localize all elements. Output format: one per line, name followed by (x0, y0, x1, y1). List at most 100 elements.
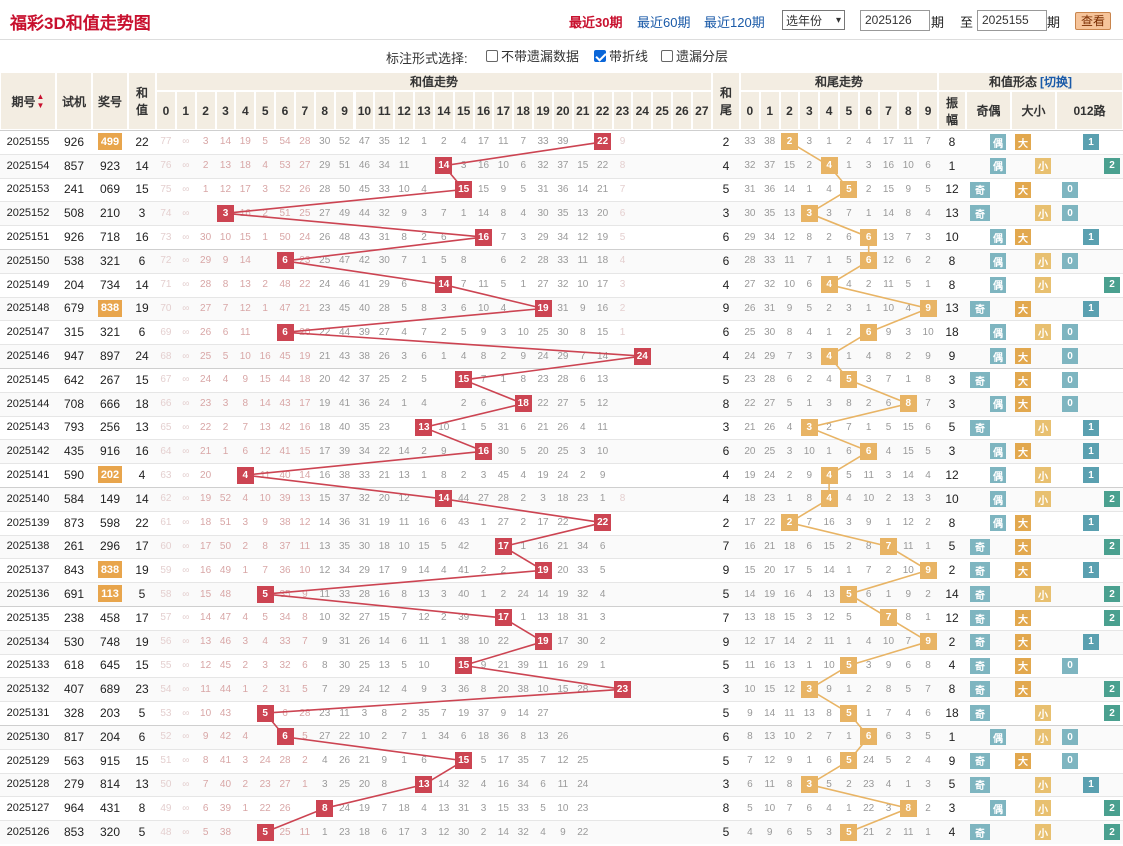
sum-miss-cell: 22 (319, 326, 331, 338)
sum-miss-cell: 8 (421, 302, 427, 314)
sum-miss-cell: 5 (202, 826, 209, 838)
sum-miss-cell: ∞ (182, 350, 190, 362)
tail-miss-cell: 1 (846, 636, 852, 648)
sum-miss-cell: 4 (480, 778, 487, 790)
sum-miss-cell: 10 (239, 350, 251, 362)
sum-miss-cell: 27 (319, 731, 331, 743)
checkbox-miss-layer[interactable] (661, 49, 673, 62)
sum-miss-cell: 60 (160, 540, 172, 552)
sum-miss-cell: 11 (577, 255, 588, 267)
sum-miss-cell: 44 (219, 683, 232, 695)
sum-cell: 5 (138, 825, 146, 840)
tail-miss-cell: 4 (846, 279, 852, 291)
link-recent-30[interactable]: 最近30期 (569, 15, 623, 30)
issue-cell: 2025138 (6, 540, 50, 553)
tail-miss-cell: 1 (806, 398, 813, 410)
sum-miss-cell: 19 (200, 493, 212, 505)
tail-miss-cell: 4 (925, 755, 931, 767)
odd-even-badge: 偶 (990, 157, 1006, 174)
checkbox-polyline[interactable] (594, 49, 606, 62)
sum-miss-cell: 7 (381, 802, 388, 814)
sum-miss-cell: 10 (398, 540, 410, 552)
amp-cell: 18 (945, 325, 959, 340)
sum-miss-cell: 48 (279, 279, 291, 291)
sum-miss-cell (613, 820, 633, 844)
sum-cell: 16 (135, 230, 149, 245)
odd-even-badge: 奇 (970, 824, 990, 841)
sum-miss-cell: ∞ (182, 707, 190, 719)
sum-miss-cell (613, 749, 633, 773)
year-select[interactable]: 选年份 ▾ (782, 10, 845, 30)
issue-cell: 2025147 (6, 326, 50, 339)
sum-miss-cell: 25 (577, 755, 589, 767)
tail-miss-cell: 7 (885, 707, 892, 719)
tail-miss-cell: 1 (806, 755, 813, 767)
from-issue-input[interactable]: 2025126 (860, 10, 930, 31)
tail-miss-cell: 2 (846, 540, 852, 552)
sum-miss-cell: 33 (517, 802, 529, 814)
issue-cell: 2025151 (6, 231, 50, 244)
prize-cell: 718 (99, 230, 121, 245)
sum-miss-cell: 1 (480, 517, 487, 529)
issue-cell: 2025146 (6, 350, 50, 363)
sum-miss-cell: 35 (279, 588, 291, 600)
option-miss-layer[interactable]: 遗漏分层 (661, 46, 728, 65)
sum-miss-cell: 2 (421, 231, 427, 243)
tail-miss-cell: 4 (905, 302, 912, 314)
sum-miss-cell: 41 (358, 279, 370, 291)
tail-miss-cell: 26 (764, 421, 776, 433)
sort-icon[interactable]: ▲ ▼ (36, 92, 45, 110)
sum-miss-cell: 29 (378, 279, 390, 291)
sum-miss-cell (672, 630, 692, 654)
link-recent-60[interactable]: 最近60期 (637, 15, 691, 30)
sum-miss-cell (672, 677, 692, 701)
to-issue-input[interactable]: 2025155 (977, 10, 1047, 31)
sum-miss-cell: ∞ (182, 421, 190, 433)
option-no-miss[interactable]: 不带遗漏数据 (486, 46, 579, 65)
tail-miss-cell: 4 (925, 469, 931, 481)
sum-miss-cell: 32 (279, 659, 291, 671)
sum-miss-cell: 6 (441, 231, 447, 243)
query-button[interactable]: 查看 (1075, 12, 1111, 30)
sum-miss-cell: 5 (579, 398, 586, 410)
sum-miss-cell: 19 (597, 231, 609, 243)
sum-miss-cell: 18 (557, 612, 569, 624)
checkbox-no-miss[interactable] (486, 49, 498, 62)
tail-miss-cell: 9 (806, 469, 813, 481)
sum-miss-cell: 2 (480, 564, 487, 576)
sum-miss-cell: 15 (319, 493, 331, 505)
sum-miss-cell: 6 (302, 659, 308, 671)
sum-miss-cell: 12 (557, 755, 569, 767)
sum-miss-cell: 72 (160, 255, 172, 267)
sum-miss-cell: 20 (358, 778, 370, 790)
sum-miss-cell: 1 (302, 778, 308, 790)
tail-miss-cell: 2 (925, 588, 931, 600)
sum-miss-cell: 1 (421, 469, 427, 481)
switch-link[interactable]: [切换] (1040, 75, 1072, 89)
sum-miss-cell: 1 (480, 588, 487, 600)
sum-miss-cell: 10 (319, 612, 331, 624)
tail-miss-cell: 9 (826, 683, 832, 695)
col-issue-header[interactable]: 期号 ▲ ▼ (0, 72, 56, 130)
top-bar: 福彩3D和值走势图 最近30期 最近60期 最近120期 选年份 ▾ 20251… (0, 0, 1123, 40)
tail-miss-cell: 1 (846, 564, 852, 576)
option-polyline[interactable]: 带折线 (594, 46, 648, 65)
sum-miss-cell: 16 (239, 207, 251, 219)
sum-miss-cell: 17 (398, 826, 410, 838)
sum-miss-cell: 10 (557, 802, 569, 814)
sum-miss-cell: ∞ (182, 517, 190, 529)
sum-miss-cell (632, 130, 652, 154)
sum-miss-cell: 11 (478, 279, 489, 291)
route-badge: 1 (1083, 633, 1099, 650)
issue-cell: 2025127 (6, 802, 50, 815)
sum-miss-cell: 13 (577, 207, 589, 219)
tail-miss-cell: 5 (925, 183, 931, 195)
tail-miss-cell: 8 (806, 231, 813, 243)
tail-miss-cell: 2 (905, 755, 912, 767)
link-recent-120[interactable]: 最近120期 (704, 15, 765, 30)
tail-miss-cell: 1 (865, 707, 872, 719)
sum-cell: 17 (135, 539, 149, 554)
sum-miss-cell: 25 (378, 374, 390, 386)
sum-miss-cell: 29 (577, 659, 589, 671)
sum-miss-cell: 9 (480, 659, 487, 671)
